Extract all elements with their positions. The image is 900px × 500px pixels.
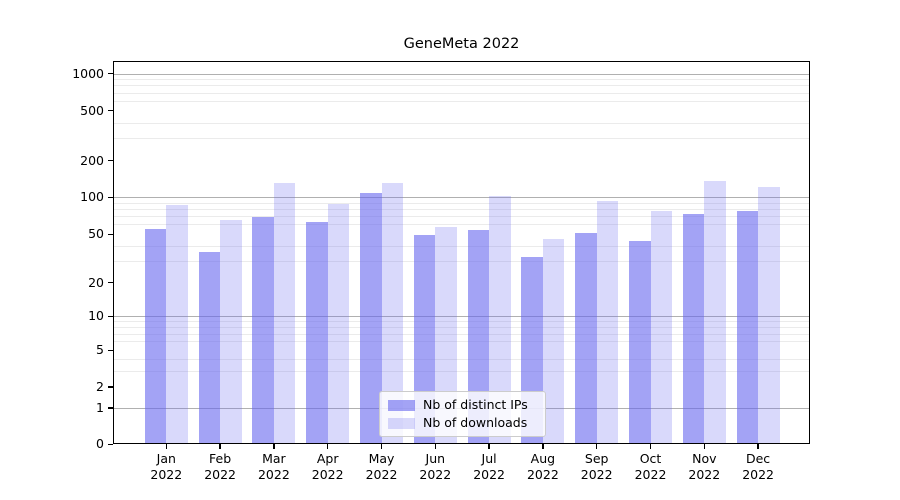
bar-downloads-6 xyxy=(489,196,511,443)
y-tick-5 xyxy=(108,349,113,352)
legend-entry-downloads: Nb of downloads xyxy=(388,416,537,430)
x-tick-label-aug-2022: Aug 2022 xyxy=(526,451,559,482)
gridline-100 xyxy=(114,197,809,198)
gridline-6 xyxy=(114,341,809,343)
bar-distinct-ips-2 xyxy=(252,216,274,443)
bar-downloads-9 xyxy=(650,210,672,443)
gridline-70 xyxy=(114,216,809,218)
x-tick-2 xyxy=(273,444,275,449)
x-tick-label-mar-2022: Mar 2022 xyxy=(257,451,290,482)
gridline-3 xyxy=(114,370,809,372)
legend-entry-distinct-ips: Nb of distinct IPs xyxy=(388,398,537,412)
bar-distinct-ips-8 xyxy=(575,233,597,443)
y-tick-label-100: 100 xyxy=(80,189,104,204)
bar-distinct-ips-1 xyxy=(198,251,221,443)
legend-swatch-distinct-ips-icon xyxy=(388,399,415,411)
y-tick-label-10: 10 xyxy=(88,308,104,323)
x-tick-label-sep-2022: Sep 2022 xyxy=(580,451,613,482)
legend-label-downloads: Nb of downloads xyxy=(423,415,528,430)
gridline-400 xyxy=(114,122,809,124)
y-tick-20 xyxy=(108,282,113,284)
x-tick-11 xyxy=(757,444,759,449)
x-tick-label-dec-2022: Dec 2022 xyxy=(742,451,774,482)
gridline-30 xyxy=(114,261,809,263)
bar-distinct-ips-6 xyxy=(467,229,490,443)
x-tick-1 xyxy=(219,444,221,449)
gridline-7 xyxy=(114,333,809,335)
y-tick-50 xyxy=(108,233,113,235)
y-tick-100 xyxy=(108,196,113,198)
x-tick-label-apr-2022: Apr 2022 xyxy=(311,451,344,482)
legend-swatch-downloads-icon xyxy=(388,417,415,429)
gridline-8 xyxy=(114,327,809,329)
y-tick-label-50: 50 xyxy=(88,226,104,241)
y-tick-label-20: 20 xyxy=(88,274,104,290)
x-tick-8 xyxy=(596,444,598,449)
chart-title: GeneMeta 2022 xyxy=(403,36,520,52)
bar-downloads-4 xyxy=(381,183,403,443)
x-tick-4 xyxy=(380,444,383,449)
bar-downloads-2 xyxy=(273,183,296,443)
x-tick-label-jun-2022: Jun 2022 xyxy=(419,451,452,482)
y-tick-label-2: 2 xyxy=(96,378,104,394)
gridline-90 xyxy=(114,202,809,204)
y-tick-label-200: 200 xyxy=(80,152,104,168)
x-tick-label-may-2022: May 2022 xyxy=(365,451,398,482)
gridline-40 xyxy=(114,245,809,247)
y-tick-label-500: 500 xyxy=(80,102,104,118)
x-tick-label-oct-2022: Oct 2022 xyxy=(634,451,667,482)
x-tick-label-feb-2022: Feb 2022 xyxy=(204,451,236,482)
bar-downloads-7 xyxy=(542,238,565,443)
y-tick-label-1000: 1000 xyxy=(72,65,104,81)
gridline-1000 xyxy=(114,73,809,75)
gridline-60 xyxy=(114,224,809,226)
x-tick-10 xyxy=(703,444,705,449)
bar-downloads-10 xyxy=(704,180,726,443)
y-tick-10 xyxy=(108,315,113,317)
gridline-4 xyxy=(114,359,809,361)
x-tick-label-nov-2022: Nov 2022 xyxy=(688,451,721,482)
y-tick-500 xyxy=(108,110,113,112)
gridline-900 xyxy=(114,79,809,81)
bar-distinct-ips-0 xyxy=(144,228,167,443)
x-tick-5 xyxy=(434,444,436,449)
x-tick-label-jul-2022: Jul 2022 xyxy=(473,451,505,482)
y-tick-1000 xyxy=(108,73,113,75)
gridline-700 xyxy=(114,92,809,94)
gridline-600 xyxy=(114,100,809,102)
x-tick-6 xyxy=(488,444,490,449)
bar-distinct-ips-3 xyxy=(306,222,328,443)
bar-distinct-ips-9 xyxy=(629,240,651,443)
gridline-80 xyxy=(114,208,809,210)
bar-downloads-11 xyxy=(758,187,780,443)
plot-area: Nb of distinct IPs Nb of downloads xyxy=(113,61,810,444)
bar-downloads-0 xyxy=(166,204,188,443)
bar-distinct-ips-11 xyxy=(736,211,759,443)
bar-downloads-3 xyxy=(327,204,350,443)
x-tick-0 xyxy=(165,444,167,449)
bar-distinct-ips-10 xyxy=(682,214,705,443)
bar-downloads-5 xyxy=(435,226,457,443)
legend-label-distinct-ips: Nb of distinct IPs xyxy=(423,397,528,412)
bar-downloads-1 xyxy=(220,219,242,443)
y-tick-2 xyxy=(108,386,113,388)
legend: Nb of distinct IPs Nb of downloads xyxy=(379,391,546,437)
y-tick-200 xyxy=(108,160,113,162)
x-tick-3 xyxy=(327,444,329,449)
gridline-800 xyxy=(114,85,809,87)
y-tick-label-5: 5 xyxy=(96,342,104,358)
y-tick-0 xyxy=(108,443,113,445)
y-tick-label-0: 0 xyxy=(96,436,104,451)
gridline-300 xyxy=(114,138,809,140)
x-tick-9 xyxy=(649,444,652,449)
bar-distinct-ips-4 xyxy=(360,193,382,443)
bar-downloads-8 xyxy=(596,201,619,443)
y-tick-1 xyxy=(108,407,113,409)
gridline-9 xyxy=(114,321,809,323)
x-tick-label-jan-2022: Jan 2022 xyxy=(150,451,183,482)
y-tick-label-1: 1 xyxy=(96,399,104,415)
gridline-10 xyxy=(114,316,809,317)
x-tick-7 xyxy=(542,444,544,449)
